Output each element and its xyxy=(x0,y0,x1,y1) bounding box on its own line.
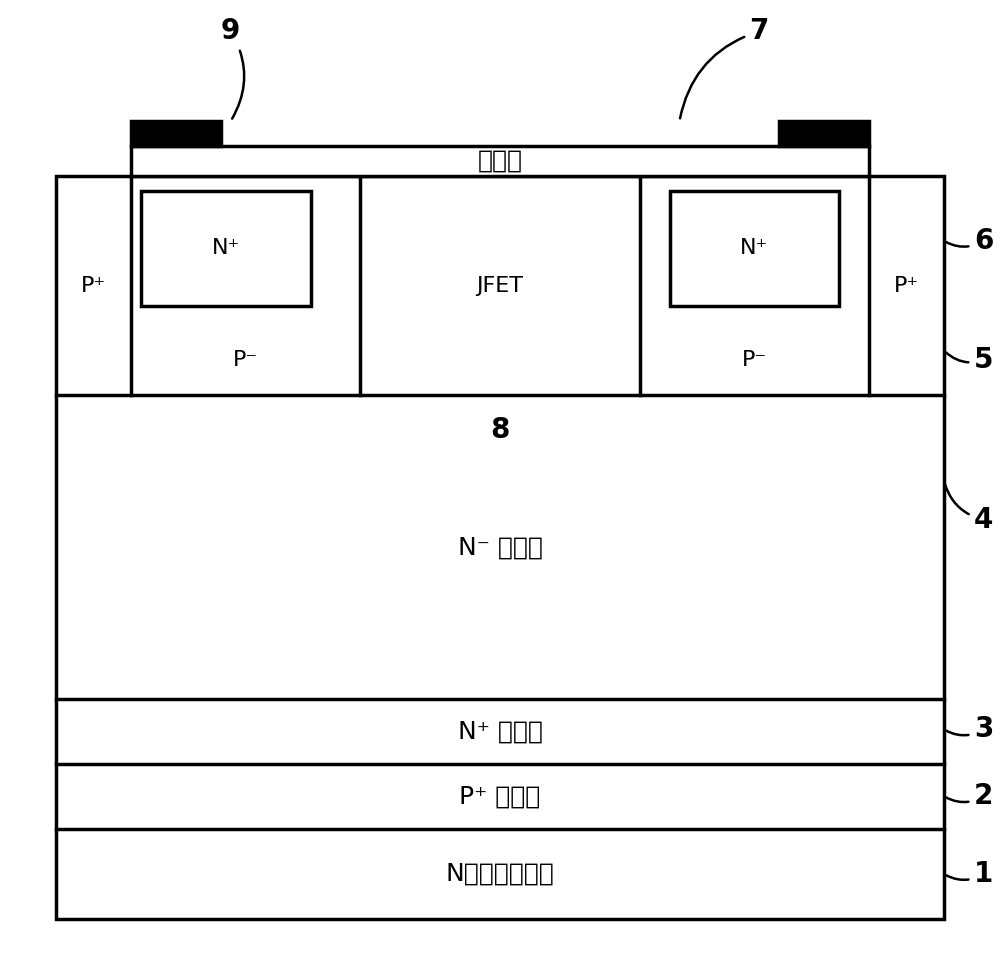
Text: 6: 6 xyxy=(946,227,993,254)
Text: 3: 3 xyxy=(946,715,993,743)
Text: N⁺: N⁺ xyxy=(212,238,240,258)
Text: 2: 2 xyxy=(946,782,993,810)
Bar xyxy=(56,175,944,919)
Text: 栊氧层: 栊氧层 xyxy=(478,148,522,173)
Bar xyxy=(141,191,311,306)
Text: P⁺ 外延层: P⁺ 外延层 xyxy=(459,785,541,809)
Text: P⁺: P⁺ xyxy=(81,276,106,296)
Text: JFET: JFET xyxy=(477,276,524,296)
Text: P⁻: P⁻ xyxy=(233,350,258,370)
Text: 9: 9 xyxy=(221,17,244,119)
Text: N⁻ 漂移层: N⁻ 漂移层 xyxy=(458,535,542,559)
Bar xyxy=(779,121,869,146)
Text: 5: 5 xyxy=(946,346,993,374)
Text: 1: 1 xyxy=(946,860,993,888)
Text: N型碳化硅衬底: N型碳化硅衬底 xyxy=(446,862,554,886)
Text: N⁺: N⁺ xyxy=(740,238,768,258)
Text: P⁺: P⁺ xyxy=(894,276,919,296)
Text: 8: 8 xyxy=(490,416,510,444)
Text: 7: 7 xyxy=(680,17,769,119)
Text: P⁻: P⁻ xyxy=(742,350,767,370)
Text: 4: 4 xyxy=(944,483,993,534)
Bar xyxy=(670,191,839,306)
Bar xyxy=(131,146,869,175)
Text: N⁺ 缓冲层: N⁺ 缓冲层 xyxy=(458,720,542,744)
Bar xyxy=(131,121,221,146)
